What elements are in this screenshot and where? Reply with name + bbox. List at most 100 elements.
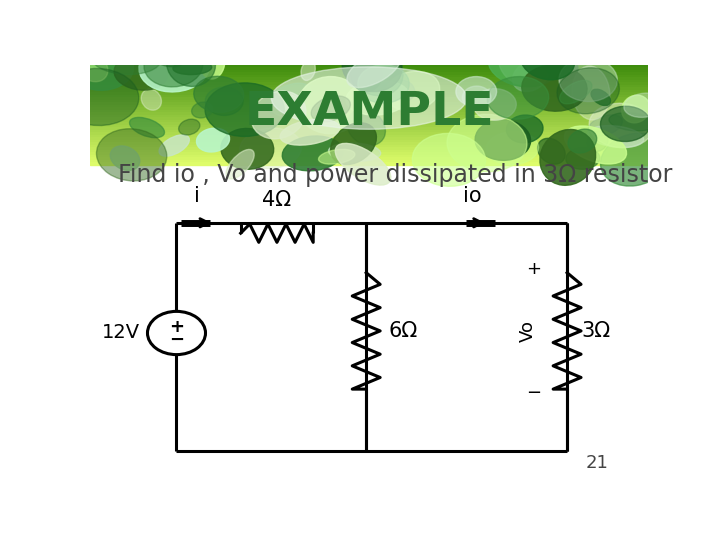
Bar [90,147,648,150]
Ellipse shape [621,95,650,123]
Ellipse shape [173,61,212,75]
Ellipse shape [566,147,600,169]
Ellipse shape [301,60,315,80]
Ellipse shape [591,89,611,105]
Bar [90,160,648,162]
Text: Vo: Vo [519,320,537,342]
Ellipse shape [609,113,655,131]
Bar [90,85,648,87]
Ellipse shape [385,71,440,111]
Bar [90,65,648,68]
Ellipse shape [151,49,184,67]
Ellipse shape [347,50,401,87]
Ellipse shape [159,135,189,156]
Ellipse shape [587,131,608,152]
Ellipse shape [194,76,244,112]
Bar [90,117,648,120]
Text: 3Ω: 3Ω [581,321,610,341]
Ellipse shape [75,50,133,90]
Bar [90,82,648,85]
Bar [90,157,648,160]
Bar [90,134,648,137]
Bar [90,75,648,77]
Ellipse shape [358,65,409,103]
Ellipse shape [110,146,140,171]
Ellipse shape [568,129,597,153]
Ellipse shape [330,123,377,165]
Ellipse shape [271,67,467,129]
Ellipse shape [342,41,402,92]
Ellipse shape [205,87,243,116]
Bar [90,72,648,75]
Bar [90,90,648,92]
Ellipse shape [390,80,415,102]
Text: 4Ω: 4Ω [262,190,292,210]
Bar [90,102,648,105]
Bar [90,97,648,100]
Ellipse shape [506,115,543,143]
Ellipse shape [413,133,485,186]
Bar [90,112,648,114]
Ellipse shape [197,128,230,152]
Ellipse shape [251,91,306,139]
Bar [90,77,648,80]
Bar [90,107,648,110]
Ellipse shape [192,102,212,118]
Ellipse shape [346,80,410,115]
Text: i: i [194,186,200,206]
Ellipse shape [538,138,565,164]
Ellipse shape [522,65,587,111]
Ellipse shape [513,60,548,91]
Ellipse shape [559,58,617,102]
Bar [90,80,648,82]
Ellipse shape [447,114,527,172]
Text: 21: 21 [586,454,609,472]
Text: −: − [526,384,541,402]
Ellipse shape [487,77,549,119]
Bar [90,130,648,132]
Ellipse shape [141,89,161,110]
Bar [90,142,648,145]
Bar [90,92,648,94]
Bar [90,120,648,122]
Ellipse shape [270,94,301,117]
Text: io: io [463,186,482,206]
Ellipse shape [318,150,355,164]
Bar [90,162,648,165]
Ellipse shape [336,144,391,185]
Bar [90,70,648,72]
Ellipse shape [346,45,403,96]
Bar [90,145,648,147]
Ellipse shape [347,110,385,146]
Ellipse shape [351,57,382,92]
Ellipse shape [572,66,610,120]
Ellipse shape [280,119,340,145]
Ellipse shape [540,130,595,185]
Circle shape [148,312,205,355]
Bar [90,140,648,142]
Ellipse shape [96,129,167,181]
Ellipse shape [521,40,575,80]
Ellipse shape [266,83,311,114]
Bar [90,105,648,107]
Text: 6Ω: 6Ω [389,321,418,341]
Bar [90,100,648,102]
Ellipse shape [144,44,203,87]
Ellipse shape [328,143,381,161]
Ellipse shape [57,69,139,125]
Bar [90,137,648,140]
Ellipse shape [588,125,644,147]
Ellipse shape [240,128,302,168]
Ellipse shape [557,68,619,114]
Ellipse shape [74,51,108,82]
Ellipse shape [282,136,343,171]
Ellipse shape [487,132,539,165]
Bar [90,125,648,127]
Ellipse shape [226,150,254,179]
Ellipse shape [166,41,215,86]
Ellipse shape [139,42,210,92]
Ellipse shape [297,77,363,133]
Ellipse shape [488,39,559,87]
Text: Find io , Vo and power dissipated in 3Ω resistor: Find io , Vo and power dissipated in 3Ω … [118,163,672,187]
Bar [90,132,648,134]
